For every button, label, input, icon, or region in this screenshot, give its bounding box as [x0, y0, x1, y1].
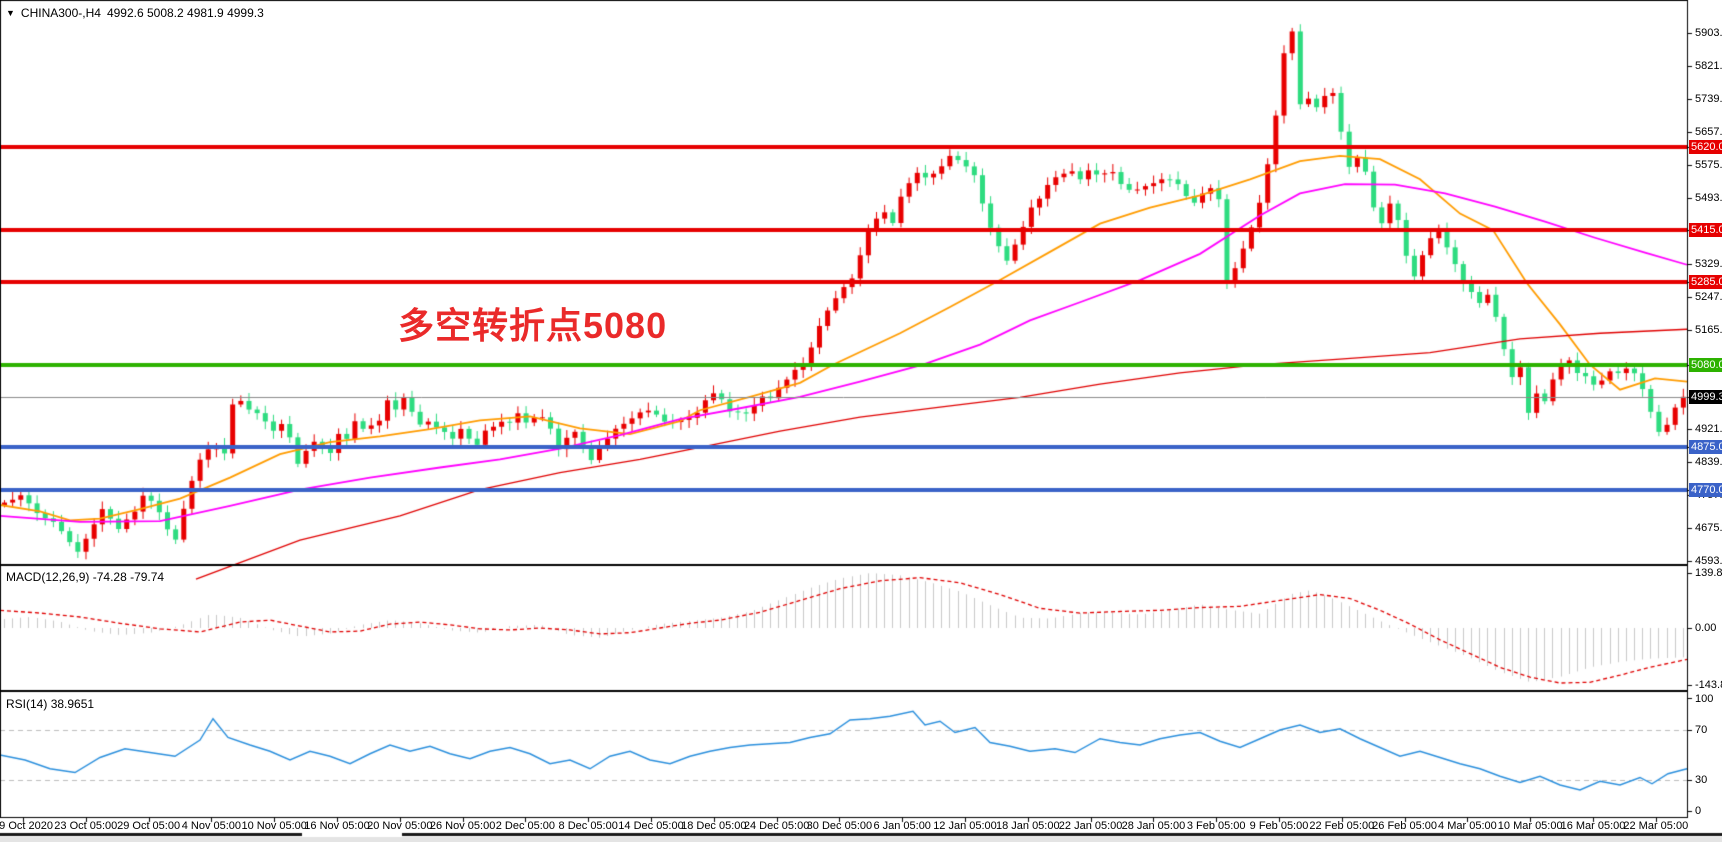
symbol-quote-ohlc: 4992.6 5008.2 4981.9 4999.3: [106, 6, 264, 20]
rsi-value: 38.9651: [50, 697, 95, 711]
date-axis-label: 18 Jan 05:00: [995, 820, 1060, 832]
macd-tick-label: 0.00: [1695, 622, 1717, 634]
price-level-badge: 5080.0: [1689, 357, 1722, 372]
date-axis-label: 16 Mar 05:00: [1560, 820, 1626, 832]
date-axis-label: 20 Nov 05:00: [367, 820, 433, 832]
date-axis-label: 4 Mar 05:00: [1438, 820, 1497, 832]
price-level-badge: 4770.0: [1689, 482, 1722, 497]
price-level-badge: 5285.0: [1689, 275, 1722, 290]
symbol-info-bar[interactable]: ▼ CHINA300-,H4 4992.6 5008.2 4981.9 4999…: [6, 6, 264, 20]
symbol-dropdown-icon[interactable]: ▼: [6, 8, 15, 18]
price-tick-label: 4921.0: [1695, 422, 1722, 435]
rsi-indicator-label: RSI(14) 38.9651: [6, 697, 94, 711]
price-tick-label: 5657.0: [1695, 126, 1722, 139]
price-level-badge: 5415.0: [1689, 222, 1722, 237]
date-axis-label: 26 Feb 05:00: [1372, 820, 1438, 832]
rsi-tick-label: 0: [1695, 805, 1702, 817]
date-axis-label: 28 Jan 05:00: [1121, 820, 1186, 832]
date-axis-label: 10 Nov 05:00: [241, 820, 307, 832]
macd-tick-label: -143.82: [1695, 678, 1722, 691]
price-tick-label: 4675.0: [1695, 521, 1722, 534]
price-tick-label: 5575.0: [1695, 159, 1722, 172]
date-axis-label: 3 Feb 05:00: [1186, 820, 1246, 832]
date-axis-label: 22 Feb 05:00: [1309, 820, 1375, 832]
rsi-tick-label: 100: [1695, 693, 1714, 705]
date-axis-label: 10 Mar 05:00: [1497, 820, 1563, 832]
date-axis-label: 2 Dec 05:00: [495, 820, 556, 832]
date-axis-label: 9 Feb 05:00: [1249, 820, 1309, 832]
price-tick-label: 4839.0: [1695, 455, 1722, 468]
date-axis-label: 18 Dec 05:00: [681, 820, 747, 832]
price-tick-label: 5821.0: [1695, 60, 1722, 73]
date-axis-label: 22 Mar 05:00: [1623, 820, 1689, 832]
rsi-tick-label: 30: [1695, 774, 1708, 786]
date-axis-label: 30 Dec 05:00: [806, 820, 873, 832]
date-axis-label: 29 Oct 05:00: [117, 820, 181, 832]
macd-values: -74.28 -79.74: [92, 570, 165, 584]
rsi-tick-label: 70: [1695, 724, 1708, 736]
date-axis-label: 14 Dec 05:00: [618, 820, 684, 832]
price-tick-label: 5493.0: [1695, 192, 1722, 205]
price-tick-label: 4593.0: [1695, 554, 1722, 567]
macd-name: MACD(12,26,9): [6, 570, 90, 584]
date-axis-label: 24 Dec 05:00: [743, 820, 810, 832]
date-axis-label: 4 Nov 05:00: [181, 820, 242, 832]
symbol-name: CHINA300-,H4: [20, 6, 101, 20]
date-axis-label: 19 Oct 2020: [0, 820, 53, 832]
price-tick-label: 5903.0: [1695, 27, 1722, 39]
bull-bear-turning-point-annotation: 多空转折点5080: [398, 304, 668, 346]
price-tick-label: 5247.0: [1695, 291, 1722, 304]
price-tick-label: 5165.0: [1695, 324, 1722, 337]
price-level-badge: 5620.0: [1689, 140, 1722, 155]
price-tick-label: 5329.0: [1695, 258, 1722, 271]
macd-indicator-label: MACD(12,26,9) -74.28 -79.74: [6, 570, 164, 584]
price-tick-label: 5739.0: [1695, 93, 1722, 106]
date-axis-label: 26 Nov 05:00: [429, 820, 496, 832]
date-axis-label: 6 Jan 05:00: [873, 820, 931, 832]
date-axis-label: 22 Jan 05:00: [1058, 820, 1123, 832]
date-axis-label: 23 Oct 05:00: [54, 820, 118, 832]
date-axis-label: 16 Nov 05:00: [304, 820, 370, 832]
date-axis-label: 12 Jan 05:00: [933, 820, 997, 832]
price-level-badge: 4875.0: [1689, 440, 1722, 455]
date-axis-label: 8 Dec 05:00: [558, 820, 618, 832]
rsi-name: RSI(14): [6, 697, 48, 711]
macd-tick-label: 139.86: [1695, 567, 1722, 579]
price-level-badge: 4999.3: [1689, 390, 1722, 405]
